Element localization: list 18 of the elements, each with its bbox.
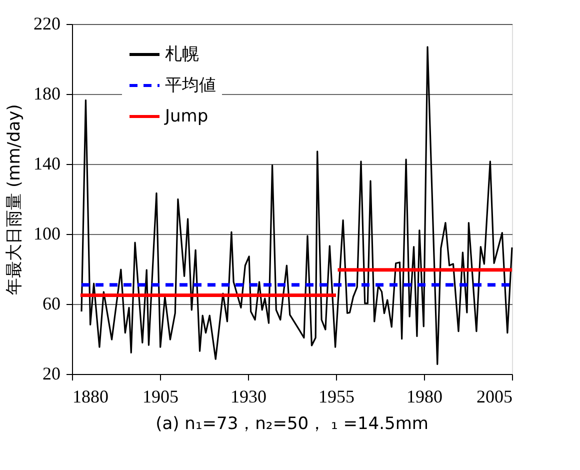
y-tick-label: 140	[34, 154, 60, 174]
line-series	[80, 46, 513, 365]
y-tick-label: 60	[42, 294, 60, 314]
x-tick-label: 1980	[406, 386, 442, 406]
x-tick-label: 1905	[142, 386, 178, 406]
legend-label: 平均値	[165, 76, 216, 96]
y-tick-label: 220	[34, 14, 60, 34]
y-tick-label: 180	[34, 84, 60, 104]
y-axis-title: 年最大日雨量 (mm/day)	[4, 104, 24, 295]
x-tick-label: 1930	[230, 386, 266, 406]
x-tick-label: 1880	[72, 386, 108, 406]
y-tick-label: 100	[34, 224, 60, 244]
x-tick-label: 1955	[318, 386, 354, 406]
y-tick-label: 20	[42, 364, 60, 384]
x-tick-label: 2005	[476, 386, 512, 406]
legend-label: 札幌	[165, 44, 199, 64]
legend-label: Jump	[164, 106, 208, 126]
text: (a) n₁=73，n₂=50， ₁ =14.5mm	[156, 414, 428, 434]
